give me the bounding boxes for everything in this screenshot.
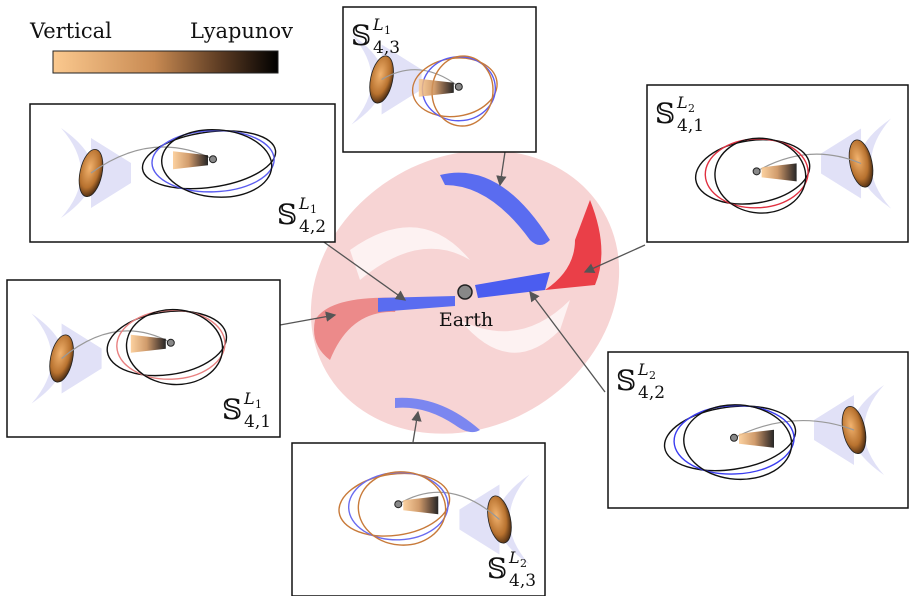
label-symbol: 𝕊 (487, 552, 507, 585)
earth-dot (731, 434, 738, 441)
label-superscript: L (243, 389, 255, 408)
label-superscript-index: 1 (255, 398, 262, 411)
colorbar (53, 51, 278, 73)
label-symbol: 𝕊 (222, 393, 242, 426)
earth-dot (167, 339, 174, 346)
label-subscript: 4,1 (677, 116, 704, 136)
earth-dot (455, 83, 462, 90)
label-superscript-index: 2 (520, 557, 527, 570)
colorbar-right-label: Lyapunov (190, 19, 293, 43)
earth-dot (458, 285, 472, 299)
label-subscript: 4,1 (244, 412, 271, 432)
label-superscript-index: 2 (688, 102, 695, 115)
label-symbol: 𝕊 (351, 19, 371, 52)
label-symbol: 𝕊 (655, 97, 675, 130)
earth-label: Earth (439, 309, 493, 331)
label-superscript: L (298, 194, 310, 213)
label-superscript-index: 1 (384, 24, 391, 37)
label-superscript: L (637, 360, 649, 379)
label-superscript-index: 2 (649, 369, 656, 382)
label-subscript: 4,2 (638, 383, 665, 403)
label-subscript: 4,3 (509, 571, 536, 591)
label-superscript: L (676, 93, 688, 112)
earth-dot (395, 501, 402, 508)
label-subscript: 4,2 (299, 217, 326, 237)
label-subscript: 4,3 (373, 38, 400, 58)
label-symbol: 𝕊 (277, 198, 297, 231)
colorbar-left-label: Vertical (29, 19, 112, 43)
earth-dot (210, 156, 217, 163)
figure: Vertical Lyapunov Earth 𝕊L14,3𝕊L24,1𝕊L14… (0, 0, 912, 596)
label-superscript: L (508, 548, 520, 567)
label-superscript-index: 1 (310, 203, 317, 216)
label-superscript: L (372, 15, 384, 34)
earth-dot (753, 168, 760, 175)
label-symbol: 𝕊 (616, 364, 636, 397)
